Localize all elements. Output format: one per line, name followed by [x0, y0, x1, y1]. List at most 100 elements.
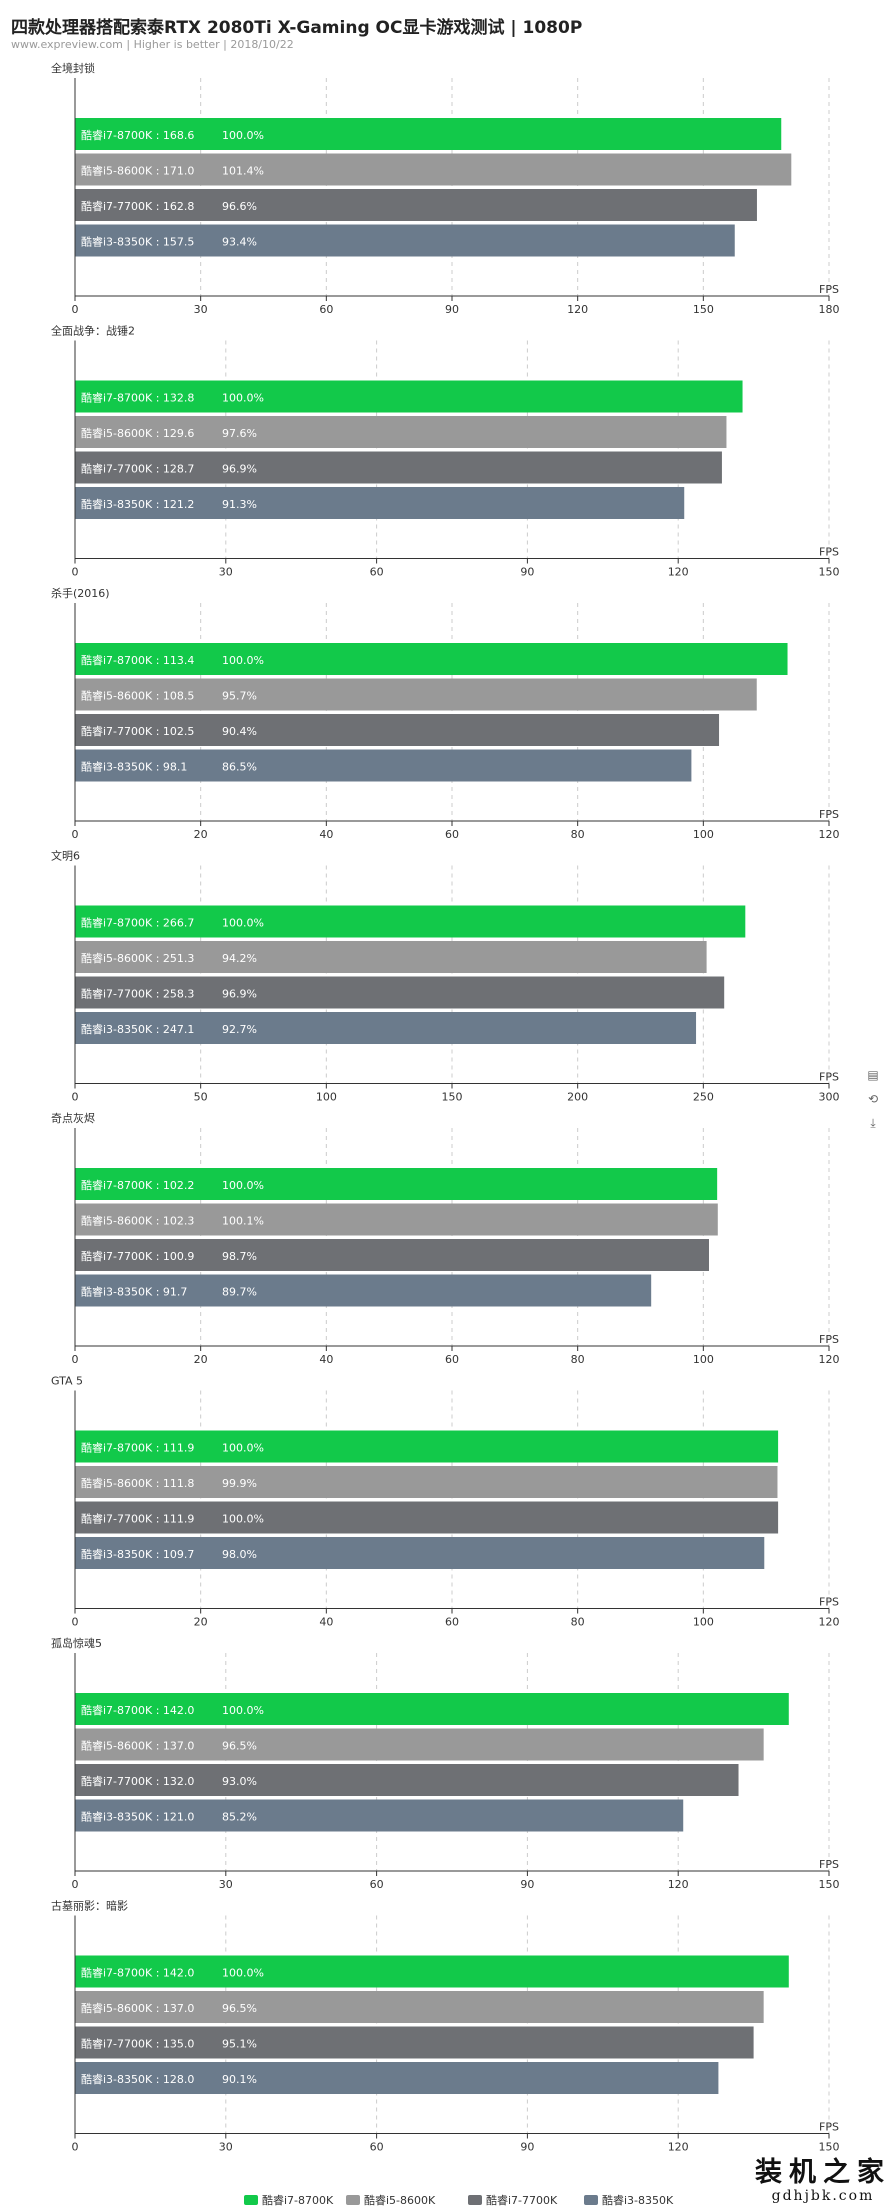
chart-panel: 孤岛惊魂5 0 30 60 90 120 150 酷睿i7-8700K : 142.0 100.…: [51, 1636, 840, 1891]
x-tick-label: 120: [668, 566, 689, 579]
x-tick-label: 300: [819, 1091, 840, 1104]
chart-toolbox: ▤ ⟲ ⤓: [866, 1066, 880, 1132]
x-axis-name: FPS: [819, 1071, 839, 1084]
bar: [75, 153, 792, 186]
legend-item: 酷睿i5-8600K: [364, 2193, 436, 2207]
x-tick-label: 100: [693, 1353, 714, 1366]
x-tick-label: 30: [219, 566, 233, 579]
x-tick-label: 100: [316, 1091, 337, 1104]
bar-percent-label: 100.0%: [222, 1704, 264, 1717]
x-tick-label: 150: [819, 1878, 840, 1891]
bar-percent-label: 86.5%: [222, 761, 257, 774]
bar-percent-label: 101.4%: [222, 165, 264, 178]
bar-label: 酷睿i5-8600K : 137.0: [81, 2001, 194, 2015]
bar-percent-label: 90.1%: [222, 2073, 257, 2086]
bar-percent-label: 96.9%: [222, 988, 257, 1001]
bar-percent-label: 100.0%: [222, 917, 264, 930]
panel-title: GTA 5: [51, 1375, 83, 1388]
bar-label: 酷睿i7-8700K : 111.9: [81, 1441, 194, 1455]
x-axis-name: FPS: [819, 1596, 839, 1609]
chart-panel: 全面战争：战锤2 0 30 60 90 120 150 酷睿i7-8700K : 132.8 1…: [51, 324, 840, 579]
x-tick-label: 0: [72, 303, 79, 316]
x-tick-label: 20: [194, 1616, 208, 1629]
bar: [75, 1012, 697, 1044]
bar-label: 酷睿i7-8700K : 132.8: [81, 391, 194, 405]
bar: [75, 1955, 789, 1988]
bar-label: 酷睿i7-7700K : 128.7: [81, 462, 194, 476]
bar-percent-label: 98.7%: [222, 1250, 257, 1263]
x-tick-label: 50: [194, 1091, 208, 1104]
bar-percent-label: 96.5%: [222, 1740, 257, 1753]
bar: [75, 416, 727, 448]
watermark: 装机之家 gdhjbk.com: [755, 2158, 887, 2205]
bar-label: 酷睿i3-8350K : 121.0: [81, 1810, 194, 1824]
bar: [75, 1764, 739, 1796]
x-tick-label: 90: [445, 303, 459, 316]
bar-percent-label: 96.5%: [222, 2002, 257, 2015]
x-axis-name: FPS: [819, 808, 839, 821]
x-tick-label: 100: [693, 1616, 714, 1629]
legend-swatch: [346, 2195, 360, 2205]
x-tick-label: 30: [194, 303, 208, 316]
data-view-icon[interactable]: ▤: [867, 1068, 879, 1082]
bar-label: 酷睿i7-8700K : 113.4: [81, 653, 194, 667]
bar-percent-label: 89.7%: [222, 1286, 257, 1299]
bar-percent-label: 100.0%: [222, 1179, 264, 1192]
bar-label: 酷睿i3-8350K : 98.1: [81, 760, 187, 774]
bar-percent-label: 96.6%: [222, 200, 257, 213]
bar-label: 酷睿i3-8350K : 247.1: [81, 1022, 194, 1036]
x-tick-label: 80: [571, 828, 585, 841]
panel-title: 全面战争：战锤2: [51, 324, 135, 338]
chart-panel: 全境封锁 0 30 60 90 120 150 180 酷睿i7-8700K : 168.6 10…: [51, 61, 840, 316]
x-tick-label: 0: [72, 1616, 79, 1629]
bar-percent-label: 92.7%: [222, 1023, 257, 1036]
x-tick-label: 120: [668, 2141, 689, 2154]
panel-title: 奇点灰烬: [51, 1111, 95, 1125]
bar: [75, 1430, 779, 1463]
bar: [75, 1728, 764, 1761]
bar-percent-label: 97.6%: [222, 427, 257, 440]
restore-icon[interactable]: ⟲: [867, 1092, 879, 1106]
bar-label: 酷睿i5-8600K : 137.0: [81, 1739, 194, 1753]
bar-label: 酷睿i3-8350K : 91.7: [81, 1285, 187, 1299]
bar-label: 酷睿i3-8350K : 128.0: [81, 2072, 194, 2086]
bar: [75, 1239, 709, 1271]
bar-percent-label: 90.4%: [222, 725, 257, 738]
x-tick-label: 90: [520, 566, 534, 579]
x-axis-name: FPS: [819, 1858, 839, 1871]
x-tick-label: 60: [370, 1878, 384, 1891]
bar: [75, 1274, 652, 1307]
bar-label: 酷睿i5-8600K : 129.6: [81, 426, 194, 440]
x-axis-name: FPS: [819, 546, 839, 559]
x-tick-label: 200: [567, 1091, 588, 1104]
save-image-icon[interactable]: ⤓: [870, 1116, 876, 1130]
x-tick-label: 150: [819, 2141, 840, 2154]
x-tick-label: 0: [72, 2141, 79, 2154]
x-tick-label: 180: [819, 303, 840, 316]
bar-label: 酷睿i3-8350K : 109.7: [81, 1547, 194, 1561]
bar: [75, 1501, 779, 1534]
bar: [75, 714, 720, 746]
bar: [75, 1991, 764, 2023]
bar: [75, 2026, 754, 2059]
x-tick-label: 120: [819, 828, 840, 841]
watermark-domain: gdhjbk.com: [771, 2188, 875, 2204]
bar-label: 酷睿i7-8700K : 142.0: [81, 1703, 194, 1717]
bar-label: 酷睿i5-8600K : 171.0: [81, 164, 194, 178]
bar-percent-label: 100.0%: [222, 129, 264, 142]
bar-label: 酷睿i7-8700K : 102.2: [81, 1178, 194, 1192]
bar: [75, 1168, 718, 1200]
chart-panel: 奇点灰烬 0 20 40 60 80 100 120 酷睿i7-8700K : 102.2 100…: [51, 1111, 840, 1366]
x-tick-label: 60: [370, 2141, 384, 2154]
x-axis-name: FPS: [819, 1333, 839, 1346]
bar-label: 酷睿i7-7700K : 100.9: [81, 1249, 194, 1263]
x-axis-name: FPS: [819, 2121, 839, 2134]
bar: [75, 941, 707, 973]
bar: [75, 905, 746, 938]
x-tick-label: 80: [571, 1616, 585, 1629]
bar-percent-label: 100.0%: [222, 1442, 264, 1455]
bar: [75, 976, 725, 1009]
bar-label: 酷睿i5-8600K : 102.3: [81, 1214, 194, 1228]
bar: [75, 749, 692, 782]
bar: [75, 1693, 789, 1725]
